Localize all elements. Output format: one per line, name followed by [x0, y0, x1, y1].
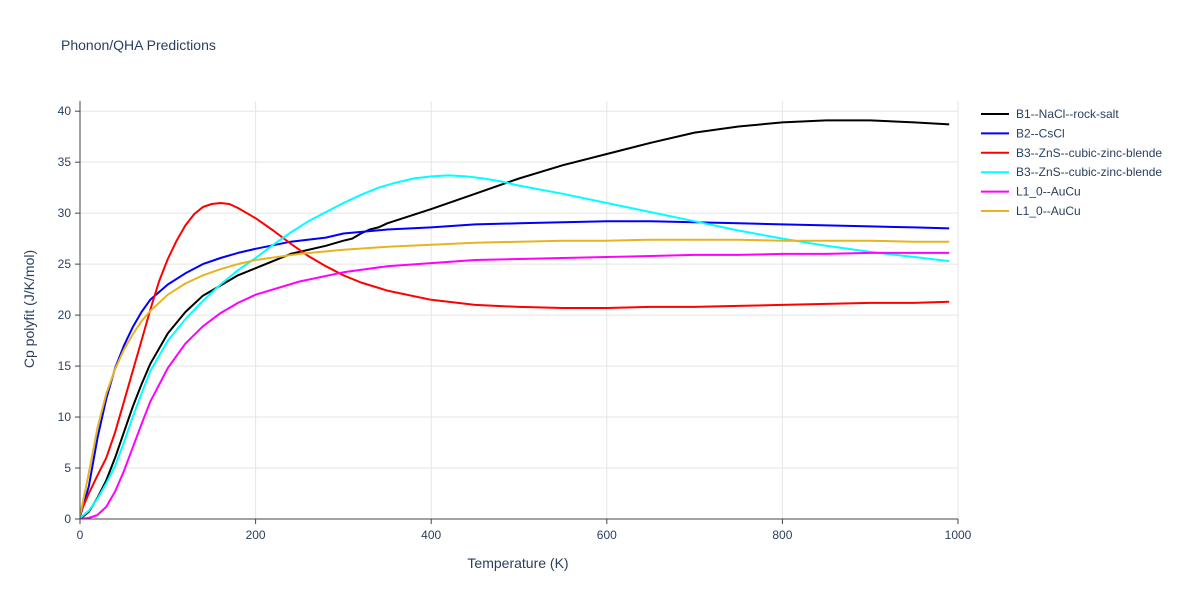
x-axis-title: Temperature (K) [467, 555, 568, 571]
axes: 0 200 400 600 800 1000 0 5 10 15 20 25 30 35 40 [58, 101, 972, 542]
x-tick-label: 0 [77, 528, 84, 542]
y-tick-label: 35 [58, 155, 72, 169]
x-tick-label: 400 [421, 528, 441, 542]
y-tick-label: 10 [58, 410, 72, 424]
legend-label: B1--NaCl--rock-salt [1016, 107, 1119, 121]
series-line-4 [80, 174, 950, 519]
legend-item-6[interactable]: L1_0--AuCu [981, 204, 1081, 218]
legend-item-3[interactable]: B3--ZnS--cubic-zinc-blende [981, 146, 1162, 160]
series-line-1 [80, 119, 950, 519]
x-tick-label: 200 [246, 528, 266, 542]
y-tick-label: 15 [58, 359, 72, 373]
plot-area [80, 119, 950, 519]
y-tick-label: 25 [58, 257, 72, 271]
legend-label: L1_0--AuCu [1016, 185, 1081, 199]
legend: B1--NaCl--rock-salt B2--CsCl B3--ZnS--cubi… [981, 107, 1162, 218]
x-tick-label: 800 [772, 528, 792, 542]
x-tick-label: 1000 [945, 528, 972, 542]
series-line-6 [80, 238, 950, 517]
series-line-5 [80, 251, 950, 519]
y-tick-label: 40 [58, 104, 72, 118]
chart-title: Phonon/QHA Predictions [61, 37, 216, 53]
legend-item-1[interactable]: B1--NaCl--rock-salt [981, 107, 1119, 121]
y-tick-label: 0 [64, 512, 71, 526]
x-tick-label: 600 [597, 528, 617, 542]
legend-label: B3--ZnS--cubic-zinc-blende [1016, 146, 1162, 160]
y-tick-label: 30 [58, 206, 72, 220]
series-line-3 [80, 202, 950, 515]
y-tick-label: 5 [64, 461, 71, 475]
y-tick-label: 20 [58, 308, 72, 322]
legend-item-5[interactable]: L1_0--AuCu [981, 185, 1081, 199]
legend-item-2[interactable]: B2--CsCl [981, 126, 1065, 140]
grid-lines [80, 101, 959, 519]
legend-item-4[interactable]: B3--ZnS--cubic-zinc-blende [981, 165, 1162, 179]
legend-label: B2--CsCl [1016, 126, 1065, 140]
legend-label: L1_0--AuCu [1016, 204, 1081, 218]
series-line-2 [80, 220, 950, 518]
legend-label: B3--ZnS--cubic-zinc-blende [1016, 165, 1162, 179]
y-axis-title: Cp polyfit (J/K/mol) [21, 250, 37, 368]
